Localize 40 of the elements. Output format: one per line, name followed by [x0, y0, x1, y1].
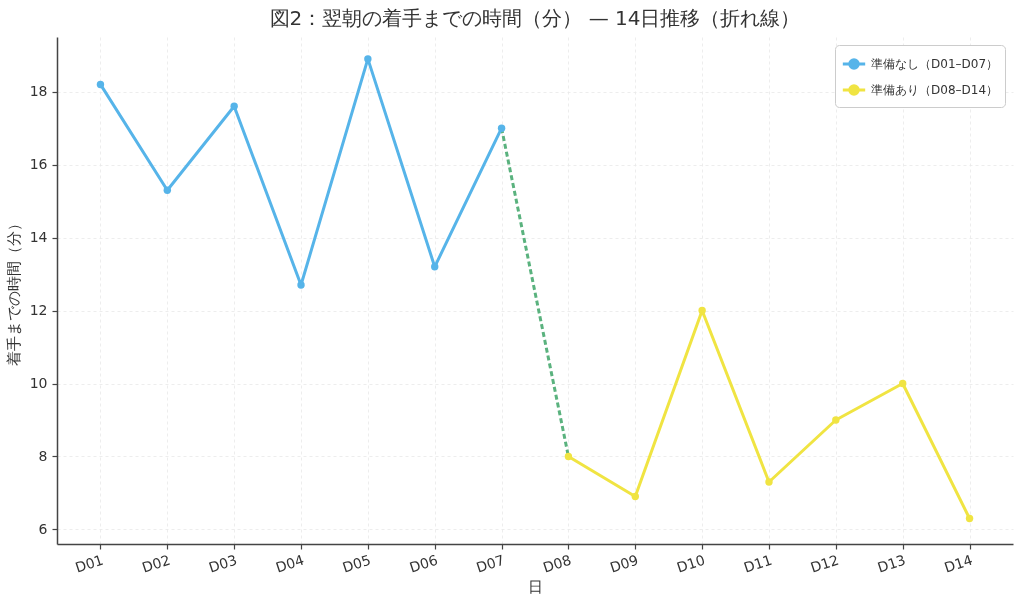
point — [698, 306, 706, 315]
x-tick-label: D12 — [808, 551, 841, 576]
y-tick-label: 8 — [38, 447, 48, 464]
y-tick-label: 6 — [38, 520, 48, 537]
x-tick-label: D11 — [741, 551, 774, 576]
point — [297, 281, 305, 289]
point — [364, 55, 372, 63]
y-tick-label: 16 — [29, 156, 48, 173]
x-tick-label: D08 — [541, 551, 574, 576]
point — [230, 102, 238, 110]
x-tick-label: D10 — [674, 551, 707, 576]
x-axis-title: 日 — [528, 577, 543, 596]
point — [497, 124, 506, 132]
point — [832, 416, 840, 424]
y-tick-label: 12 — [29, 302, 48, 319]
legend-label: 準備なし（D01–D07） — [871, 57, 999, 71]
point — [965, 514, 974, 523]
point — [765, 478, 773, 486]
x-tick-label: D13 — [875, 551, 908, 576]
x-tick-label: D09 — [607, 551, 641, 576]
y-tick-label: 18 — [29, 83, 48, 100]
legend-label: 準備あり（D08–D14） — [871, 83, 999, 97]
x-tick-label: D14 — [942, 551, 975, 576]
x-tick-label: D02 — [139, 551, 173, 576]
y-tick-label: 14 — [29, 229, 48, 246]
point — [898, 379, 907, 388]
y-axis-title: 着手までの時間（分） — [4, 216, 23, 366]
point — [96, 80, 105, 89]
x-tick-label: D07 — [474, 551, 507, 576]
point — [163, 186, 172, 194]
point — [631, 492, 639, 501]
point — [431, 263, 439, 271]
point — [564, 452, 573, 461]
x-tick-label: D04 — [273, 551, 306, 576]
x-tick-label: D06 — [407, 551, 440, 576]
x-tick-label: D01 — [73, 551, 106, 576]
x-tick-label: D03 — [206, 551, 239, 576]
x-tick-label: D05 — [340, 551, 373, 576]
y-tick-label: 10 — [29, 375, 48, 392]
chart-title: 図2：翌朝の着手までの時間（分） — 14日推移（折れ線） — [269, 6, 801, 30]
